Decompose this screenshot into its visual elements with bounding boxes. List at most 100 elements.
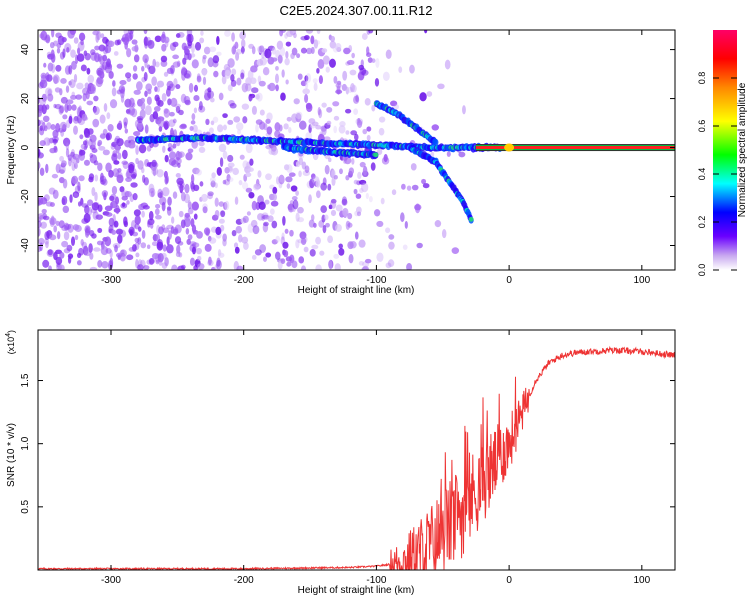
noise-speckle (82, 93, 87, 102)
noise-speckle (298, 157, 304, 166)
noise-speckle (446, 151, 451, 157)
noise-speckle (293, 98, 300, 105)
noise-speckle (52, 139, 59, 144)
noise-speckle (371, 104, 376, 112)
colorbar-tick-label: 0.0 (697, 264, 707, 277)
noise-speckle (135, 81, 143, 91)
noise-speckle (424, 30, 428, 34)
noise-speckle (310, 173, 316, 180)
noise-speckle (458, 151, 466, 158)
noise-speckle (430, 151, 435, 158)
noise-speckle (295, 239, 300, 249)
noise-speckle (137, 226, 142, 232)
noise-speckle (462, 105, 466, 115)
noise-speckle (38, 95, 40, 105)
noise-speckle (163, 71, 169, 77)
noise-speckle (155, 214, 162, 220)
noise-speckle (241, 181, 249, 190)
noise-speckle (191, 113, 196, 121)
noise-speckle (286, 183, 291, 189)
noise-speckle (365, 192, 369, 200)
noise-speckle (207, 192, 213, 200)
noise-speckle (331, 176, 336, 186)
noise-speckle (186, 30, 193, 37)
noise-speckle (311, 214, 315, 221)
noise-speckle (108, 70, 114, 79)
noise-speckle (298, 120, 307, 130)
noise-speckle (38, 120, 44, 125)
noise-speckle (69, 194, 73, 203)
noise-speckle (317, 106, 321, 116)
noise-speckle (59, 105, 65, 114)
noise-speckle (390, 100, 398, 107)
noise-speckle (163, 36, 170, 44)
noise-speckle (101, 190, 109, 198)
noise-speckle (67, 253, 74, 259)
noise-speckle (59, 155, 64, 162)
noise-speckle (175, 173, 181, 178)
noise-speckle (178, 210, 184, 218)
noise-speckle (414, 204, 422, 211)
noise-speckle (94, 45, 100, 51)
noise-speckle (65, 142, 69, 151)
noise-speckle (201, 68, 207, 76)
noise-speckle (353, 95, 360, 104)
noise-speckle (286, 164, 293, 174)
noise-speckle (102, 54, 108, 62)
noise-speckle (172, 191, 178, 199)
noise-speckle (161, 92, 167, 102)
noise-speckle (146, 244, 151, 249)
noise-speckle (262, 67, 270, 76)
noise-speckle (161, 201, 166, 212)
noise-speckle (394, 104, 399, 110)
noise-speckle (55, 256, 63, 265)
snr-y-axis-label: SNR (10 * v/v) (6, 423, 17, 487)
noise-speckle (193, 84, 199, 92)
noise-speckle (87, 128, 94, 135)
noise-speckle (324, 164, 330, 175)
noise-speckle (75, 158, 80, 164)
noise-speckle (111, 229, 117, 235)
noise-speckle (300, 80, 307, 87)
noise-speckle (239, 31, 247, 40)
noise-speckle (41, 104, 47, 115)
noise-speckle (192, 246, 196, 255)
noise-speckle (134, 241, 140, 251)
noise-speckle (65, 148, 70, 158)
noise-speckle (220, 224, 225, 232)
noise-speckle (311, 244, 319, 250)
noise-speckle (245, 83, 252, 92)
noise-speckle (71, 162, 76, 172)
noise-speckle (91, 139, 96, 148)
noise-speckle (184, 212, 190, 219)
noise-speckle (275, 84, 279, 92)
noise-speckle (328, 204, 333, 210)
noise-speckle (174, 103, 182, 109)
noise-speckle (288, 172, 296, 177)
noise-speckle (148, 65, 156, 75)
noise-speckle (195, 247, 202, 255)
noise-speckle (83, 159, 90, 166)
noise-speckle (312, 78, 318, 84)
noise-speckle (58, 169, 65, 174)
noise-speckle (193, 184, 200, 192)
noise-speckle (174, 157, 182, 165)
noise-speckle (194, 41, 202, 51)
y-tick-label: 40 (20, 44, 31, 56)
noise-speckle (366, 134, 371, 141)
colorbar-gradient (713, 30, 737, 270)
noise-speckle (168, 230, 172, 240)
noise-speckle (316, 30, 321, 34)
noise-speckle (297, 206, 304, 214)
noise-speckle (123, 121, 128, 129)
noise-speckle (315, 125, 322, 130)
x-tick-label: -100 (366, 575, 386, 586)
noise-speckle (282, 241, 289, 249)
noise-speckle (318, 108, 323, 119)
noise-speckle (121, 149, 128, 160)
noise-speckle (202, 56, 206, 64)
noise-speckle (187, 44, 192, 49)
noise-speckle (235, 225, 243, 234)
noise-speckle (47, 88, 52, 96)
noise-speckle (56, 231, 61, 240)
